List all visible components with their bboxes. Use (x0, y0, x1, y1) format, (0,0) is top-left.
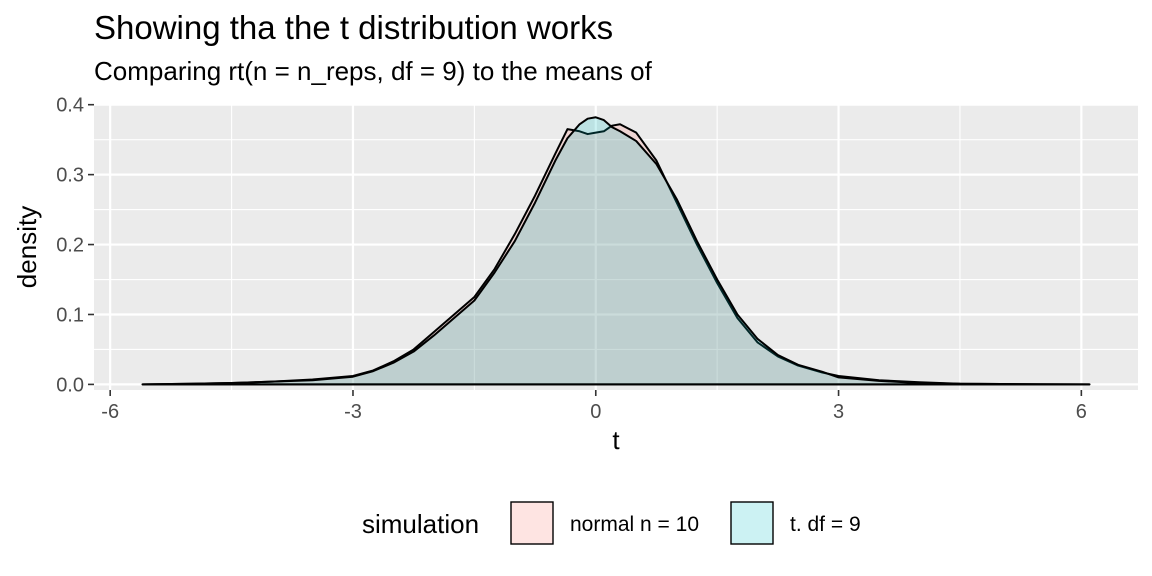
x-tick-label: -3 (344, 401, 362, 423)
axes: -6 -3 0 3 6 0.0 0.1 0.2 0.3 0.4 (56, 95, 1087, 423)
chart-title: Showing tha the t distribution works (94, 9, 613, 46)
y-axis-title: density (12, 206, 42, 288)
legend-label-normal: normal n = 10 (570, 513, 699, 536)
legend-key-normal (510, 501, 554, 545)
density-area-t (141, 116, 1091, 386)
y-tick-label: 0.3 (56, 165, 84, 187)
x-tick-label: 0 (590, 401, 601, 423)
y-tick-label: 0.4 (56, 95, 84, 117)
x-tick-label: 3 (833, 401, 844, 423)
chart-subtitle: Comparing rt(n = n_reps, df = 9) to the … (94, 56, 653, 86)
y-tick-label: 0.1 (56, 304, 84, 326)
x-tick-label: -6 (101, 401, 119, 423)
y-tick-label: 0.2 (56, 235, 84, 257)
x-tick-label: 6 (1076, 401, 1087, 423)
legend-label-t: t. df = 9 (790, 513, 861, 536)
density-area-normal (141, 123, 1091, 386)
y-tick-label: 0.0 (56, 374, 84, 396)
legend-key-t (730, 501, 774, 545)
plot-panel (94, 104, 1138, 390)
legend: simulation normal n = 10 t. df = 9 (362, 501, 861, 545)
legend-title: simulation (362, 509, 479, 539)
x-axis-title: t (612, 425, 620, 455)
density-series (141, 116, 1091, 386)
